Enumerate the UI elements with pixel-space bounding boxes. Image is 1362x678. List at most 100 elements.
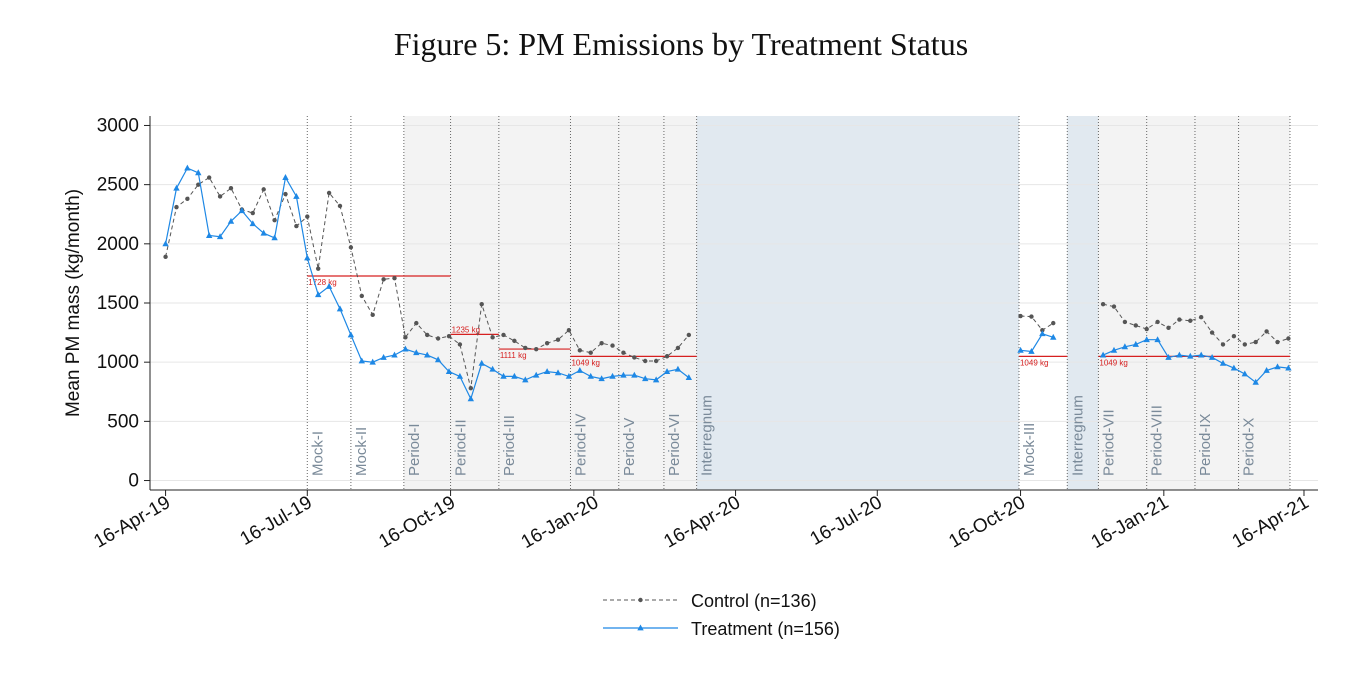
period-label-14: Period-X [1241, 418, 1258, 476]
series-0-point-1-2 [1040, 328, 1045, 333]
series-1-point-2-11 [1219, 359, 1227, 366]
series-0-point-0-32 [512, 338, 517, 344]
series-1-point-0-37 [565, 372, 573, 379]
series-0-point-2-15 [1264, 329, 1269, 334]
series-0-point-0-6 [228, 185, 234, 191]
series-1-point-0-6 [227, 217, 235, 224]
series-1-point-0-22 [402, 345, 409, 352]
series-1-point-0-24 [424, 351, 431, 358]
series-0-point-2-12 [1231, 333, 1237, 339]
series-1-point-0-26 [445, 368, 453, 375]
series-0-point-0-3 [196, 182, 201, 187]
series-0-point-0-29 [479, 301, 484, 307]
series-0-point-0-22 [403, 335, 408, 340]
series-0-point-0-19 [370, 312, 375, 318]
period-boundary-layer [306, 116, 1291, 490]
series-0-point-2-11 [1220, 342, 1226, 347]
series-0-point-0-0 [163, 254, 168, 260]
series-0-point-2-16 [1275, 339, 1280, 345]
series-1-point-2-0 [1099, 351, 1107, 358]
series-0-point-0-30 [490, 335, 495, 340]
series-1-point-0-14 [314, 291, 322, 298]
series-0-line-1 [1020, 315, 1054, 331]
series-0-point-1-0 [1018, 313, 1023, 319]
series-0-point-0-40 [599, 341, 604, 346]
series-0-point-0-12 [294, 223, 299, 229]
series-1-point-0-7 [238, 207, 246, 214]
series-0-point-0-47 [675, 345, 681, 351]
series-0-point-0-31 [501, 332, 506, 338]
series-1-point-2-12 [1230, 364, 1238, 371]
series-1-point-0-16 [336, 305, 344, 312]
period-label-11: Period-VII [1100, 409, 1117, 476]
series-1-point-0-34 [533, 371, 540, 378]
threshold-label-4: 1049 kg [1020, 358, 1048, 367]
series-1-point-2-4 [1143, 336, 1150, 343]
x-tick-label-1: 16-Jul-19 [237, 492, 316, 550]
series-1-point-1-2 [1039, 330, 1046, 337]
threshold-label-2: 1111 kg [500, 351, 527, 360]
series-1-point-2-8 [1187, 352, 1194, 359]
series-0-point-2-2 [1122, 319, 1128, 325]
series-1-point-2-3 [1132, 340, 1139, 347]
series-1-point-2-14 [1252, 378, 1259, 385]
series-layer [162, 164, 1292, 402]
y-axis-label: Mean PM mass (kg/month) [63, 189, 84, 417]
series-1-point-0-1 [173, 184, 180, 191]
period-label-3: Period-II [453, 419, 470, 476]
series-1-point-0-17 [347, 331, 355, 338]
series-1-point-0-23 [413, 349, 420, 356]
series-0-point-0-25 [435, 336, 441, 341]
series-0-point-0-8 [250, 210, 255, 216]
series-0-point-0-35 [544, 341, 550, 346]
series-0-point-0-2 [185, 196, 190, 202]
series-1-point-2-10 [1208, 353, 1216, 360]
series-1-point-0-43 [631, 371, 638, 378]
series-1-point-0-35 [543, 368, 551, 375]
series-1-point-0-39 [587, 372, 594, 379]
series-0-point-0-43 [632, 355, 637, 360]
series-1-point-0-29 [478, 359, 485, 366]
threshold-label-0: 1728 kg [308, 278, 336, 287]
series-1-point-0-47 [674, 365, 682, 372]
legend-marker-0 [638, 597, 643, 603]
series-1-point-2-2 [1121, 343, 1129, 350]
series-1-point-0-4 [205, 232, 213, 238]
series-0-point-2-17 [1286, 336, 1291, 341]
series-1-point-0-9 [260, 229, 267, 236]
x-tick-label-4: 16-Apr-20 [660, 492, 744, 552]
series-0-point-0-37 [566, 328, 572, 333]
series-1-point-0-21 [391, 351, 398, 358]
series-1-point-0-12 [293, 192, 300, 199]
series-0-point-0-36 [555, 337, 561, 342]
series-0-point-1-3 [1051, 320, 1056, 326]
series-0-point-0-13 [305, 214, 310, 219]
x-tick-label-2: 16-Oct-19 [375, 492, 459, 552]
series-0-point-2-0 [1100, 301, 1106, 307]
series-1-point-0-27 [456, 372, 464, 379]
legend-label-0: Control (n=136) [691, 591, 817, 611]
x-tick-label-6: 16-Oct-20 [945, 492, 1029, 552]
series-0-point-0-1 [174, 204, 179, 210]
series-0-point-0-28 [468, 386, 474, 391]
series-1-point-2-5 [1154, 336, 1161, 343]
series-1-point-2-16 [1274, 363, 1281, 370]
series-1-point-1-0 [1017, 346, 1024, 353]
series-0-point-0-15 [326, 190, 332, 196]
series-0-point-0-24 [425, 332, 430, 338]
y-tick-label-4: 2000 [97, 234, 139, 255]
series-1-point-0-44 [642, 375, 649, 382]
series-1-point-0-20 [380, 353, 387, 360]
series-0-point-0-17 [348, 245, 354, 250]
series-0-point-0-48 [686, 332, 692, 338]
legend: Control (n=136) Treatment (n=156) [603, 591, 840, 639]
series-1-point-0-28 [467, 395, 475, 402]
series-1-point-0-18 [358, 357, 365, 364]
series-0-point-0-9 [261, 187, 266, 192]
period-label-9: Mock-III [1021, 423, 1038, 476]
series-1-point-0-5 [216, 233, 224, 240]
series-0-point-0-33 [523, 345, 528, 351]
x-tick-label-8: 16-Apr-21 [1229, 492, 1313, 552]
series-1-point-0-2 [184, 164, 191, 171]
